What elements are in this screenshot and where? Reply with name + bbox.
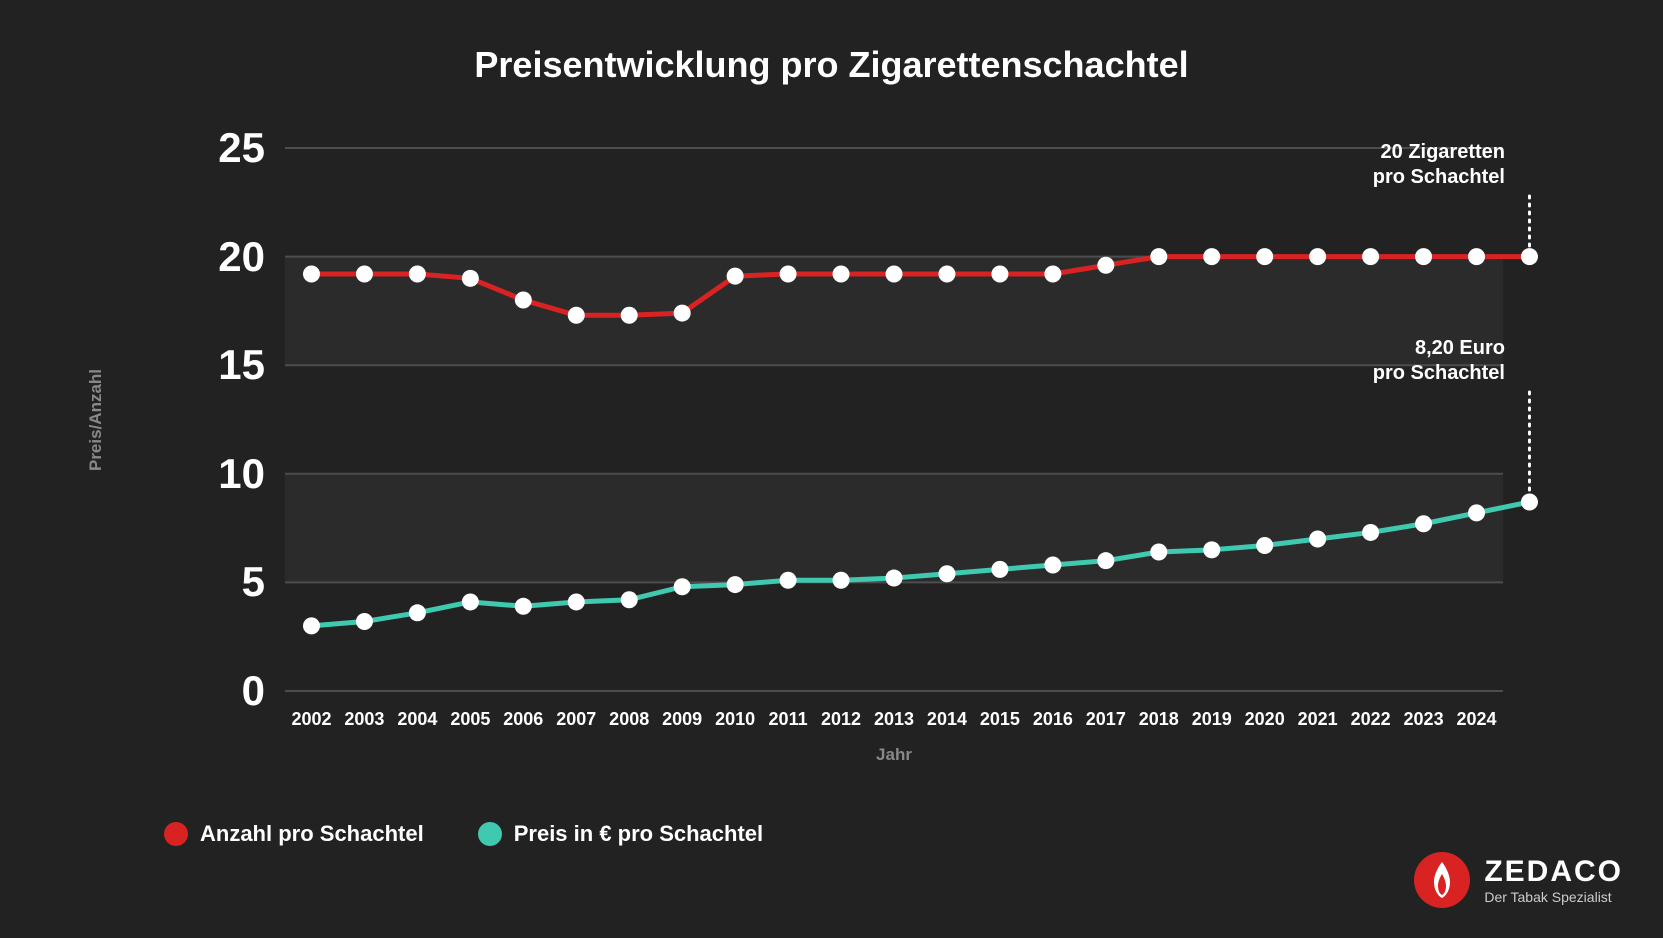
x-tick-label: 2020	[1245, 709, 1285, 730]
legend-marker	[478, 822, 502, 846]
legend-label: Anzahl pro Schachtel	[200, 821, 424, 847]
x-tick-label: 2004	[397, 709, 437, 730]
x-tick-label: 2011	[769, 709, 808, 730]
count-annotation: 20 Zigaretten pro Schachtel	[1373, 140, 1505, 190]
brand-text: ZEDACO Der Tabak Spezialist	[1484, 855, 1623, 905]
x-tick-label: 2013	[874, 709, 914, 730]
x-tick-label: 2010	[715, 709, 755, 730]
x-tick-label: 2003	[344, 709, 384, 730]
y-tick-label: 10	[218, 450, 265, 498]
price-annotation: 8,20 Euro pro Schachtel	[1373, 336, 1505, 386]
flame-icon	[1414, 852, 1470, 908]
y-tick-label: 20	[218, 233, 265, 281]
x-tick-label: 2007	[556, 709, 596, 730]
x-tick-label: 2018	[1139, 709, 1179, 730]
brand-name: ZEDACO	[1484, 855, 1623, 889]
x-tick-label: 2002	[291, 709, 331, 730]
legend-marker	[164, 822, 188, 846]
x-tick-label: 2005	[450, 709, 490, 730]
x-tick-label: 2017	[1086, 709, 1126, 730]
brand-subtitle: Der Tabak Spezialist	[1484, 889, 1623, 905]
x-axis-label: Jahr	[876, 745, 912, 765]
x-tick-label: 2006	[503, 709, 543, 730]
x-tick-label: 2023	[1404, 709, 1444, 730]
x-tick-label: 2024	[1456, 709, 1496, 730]
x-tick-label: 2008	[609, 709, 649, 730]
y-tick-label: 25	[218, 124, 265, 172]
x-tick-label: 2022	[1351, 709, 1391, 730]
y-tick-label: 0	[242, 667, 265, 715]
x-tick-label: 2014	[927, 709, 967, 730]
legend-label: Preis in € pro Schachtel	[514, 821, 763, 847]
x-tick-label: 2012	[821, 709, 861, 730]
x-tick-label: 2019	[1192, 709, 1232, 730]
x-tick-label: 2015	[980, 709, 1020, 730]
x-tick-label: 2016	[1033, 709, 1073, 730]
x-tick-label: 2009	[662, 709, 702, 730]
y-tick-label: 5	[242, 558, 265, 606]
x-tick-label: 2021	[1298, 709, 1338, 730]
brand-logo: ZEDACO Der Tabak Spezialist	[1414, 852, 1623, 908]
legend: Anzahl pro Schachtel Preis in € pro Schac…	[164, 821, 805, 847]
y-tick-label: 15	[218, 341, 265, 389]
